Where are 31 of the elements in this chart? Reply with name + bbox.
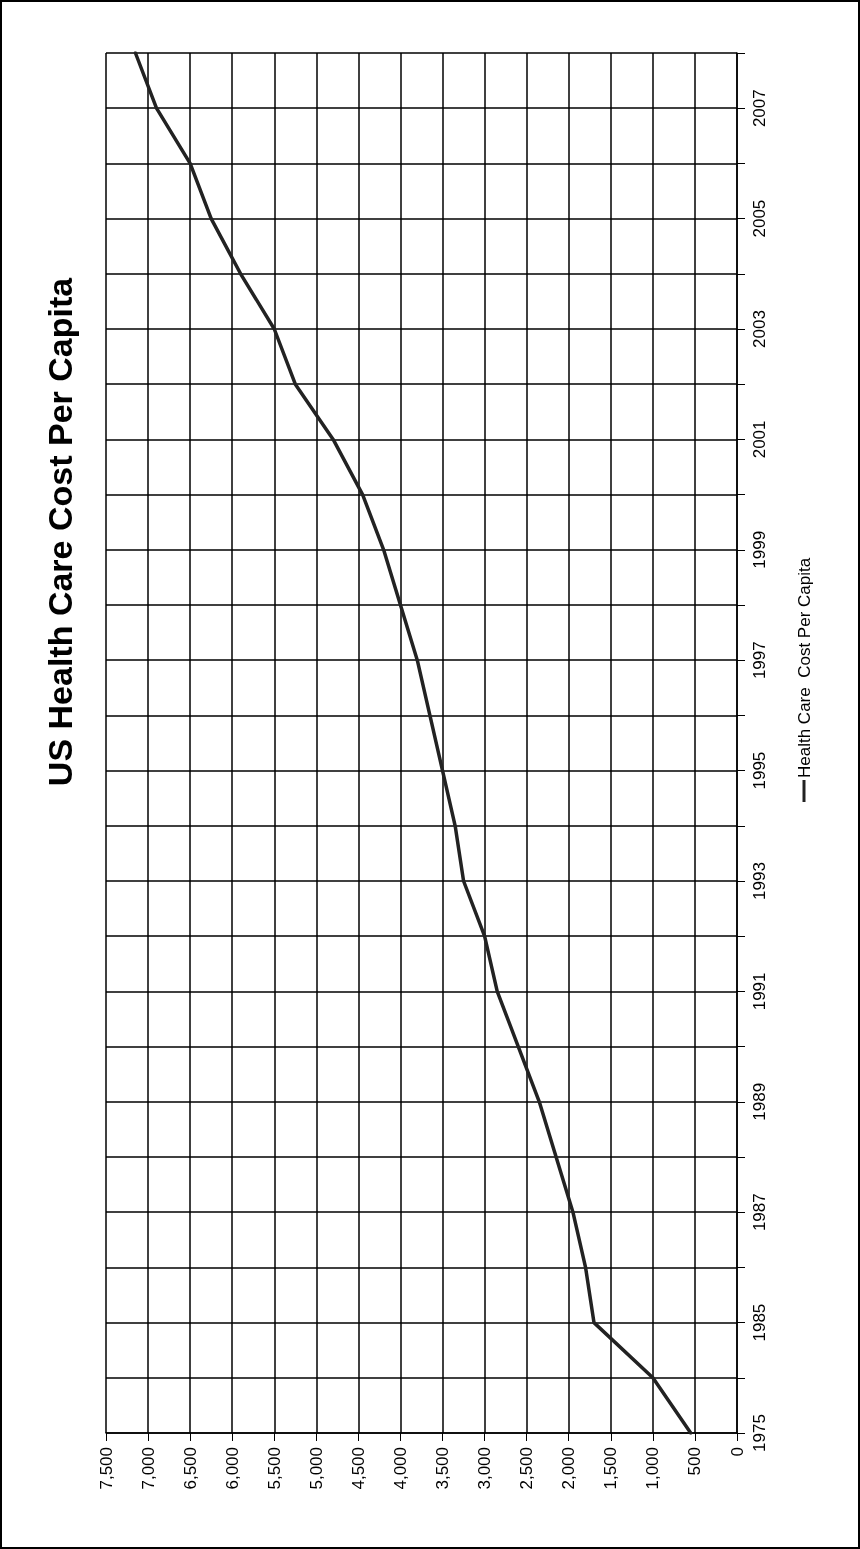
x-tick-label: 7,500 [96,1447,116,1490]
x-tick-label: 7,000 [138,1447,158,1490]
y-tick-label: 2003 [750,310,769,348]
text: Health Care Cost Per Capita [794,557,814,778]
x-tick-label: 4,500 [348,1447,368,1490]
x-tick-label: 5,500 [264,1447,284,1490]
text: US Health Care Cost Per Capita [41,276,79,787]
x-tick-label: 3,500 [433,1447,453,1490]
y-tick-label: 2007 [750,89,769,128]
y-tick-label: 1997 [750,641,769,680]
x-tick-label: 4,000 [390,1447,410,1490]
y-tick-label: 1995 [750,751,769,790]
x-tick-label: 2,500 [517,1447,537,1490]
y-tick-label: 1975 [750,1414,769,1452]
x-tick-label: 1,500 [601,1447,621,1490]
x-tick-label: 500 [685,1447,705,1476]
y-tick-label: 1993 [750,862,769,900]
y-tick-label: 1985 [750,1303,769,1342]
x-tick-label: 5,000 [306,1447,326,1490]
x-tick-label: 6,500 [180,1447,200,1490]
y-tick-label: 1991 [750,972,769,1011]
y-tick-label: 2001 [750,420,769,459]
y-tick-label: 1989 [750,1082,769,1121]
x-tick-label: 6,000 [222,1447,242,1490]
x-tick-label: 1,000 [643,1447,663,1490]
x-tick-label: 0 [727,1447,747,1457]
y-tick-label: 1987 [750,1193,769,1232]
x-tick-label: 3,000 [475,1447,495,1490]
y-tick-label: 2005 [750,199,769,238]
x-tick-label: 2,000 [559,1447,579,1490]
y-tick-label: 1999 [750,530,769,569]
